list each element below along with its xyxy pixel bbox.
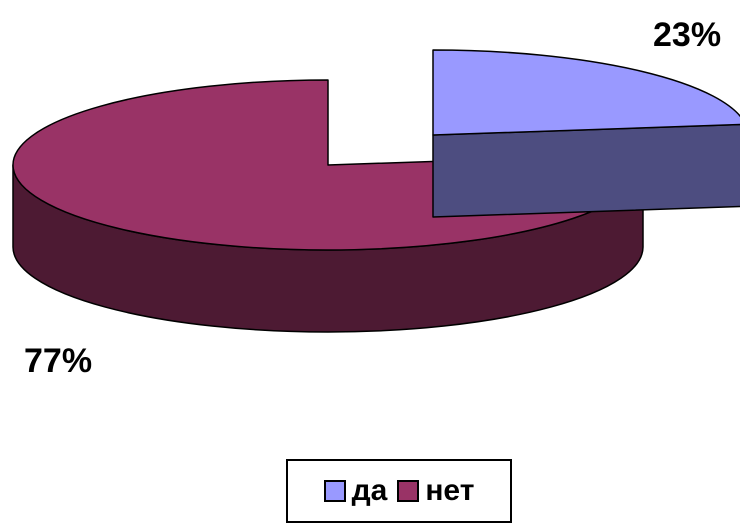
legend: да нет: [286, 459, 512, 523]
legend-swatch-da: [323, 480, 346, 502]
legend-label-net: нет: [425, 474, 475, 507]
legend-label-da: да: [351, 474, 388, 507]
pie-slices: [12, 49, 740, 333]
data-label-net: 77%: [24, 342, 92, 380]
legend-swatch-net: [397, 480, 420, 502]
legend-item-net: нет: [397, 476, 474, 506]
legend-item-da: да: [323, 474, 388, 507]
pie-slice-da-wall: [432, 123, 740, 218]
pie-slice-da-top: [432, 49, 740, 136]
data-label-da: 23%: [653, 16, 721, 54]
